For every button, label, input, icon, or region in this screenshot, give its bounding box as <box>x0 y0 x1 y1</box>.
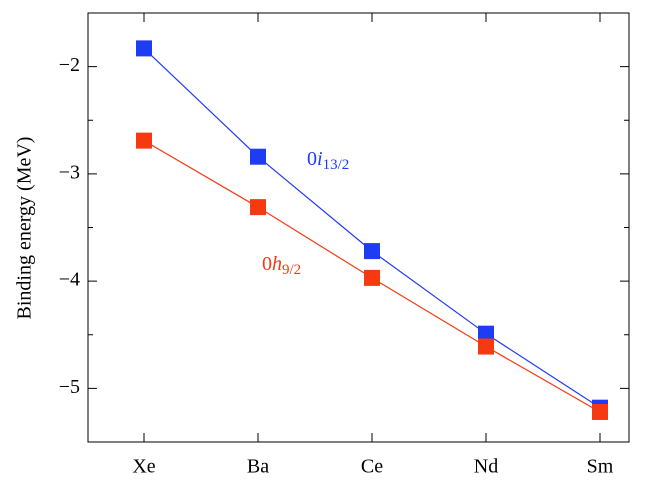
series-label: 0i13/2 <box>307 148 349 174</box>
marker <box>478 338 494 355</box>
series-line <box>143 47 601 409</box>
x-tick-label: Nd <box>474 456 498 478</box>
marker <box>364 243 380 260</box>
marker <box>478 325 494 342</box>
x-tick-label: Ba <box>247 456 269 478</box>
label-base: 0 <box>262 253 272 275</box>
x-tick-label: Sm <box>587 456 614 478</box>
plot-frame <box>87 12 630 443</box>
y-axis-label: Binding energy (MeV) <box>14 137 36 320</box>
y-tick-label: −5 <box>59 376 80 398</box>
label-sub: 9/2 <box>282 262 301 278</box>
y-tick-label: −3 <box>59 161 80 183</box>
marker <box>136 40 152 57</box>
series-label: 0h9/2 <box>262 253 301 279</box>
marker <box>136 132 152 149</box>
marker <box>364 269 380 286</box>
marker <box>592 403 608 420</box>
label-italic: h <box>272 253 282 275</box>
marker <box>250 199 266 216</box>
y-tick-label: −4 <box>59 269 80 291</box>
y-tick-label: −2 <box>59 54 80 76</box>
x-tick-label: Ce <box>361 456 383 478</box>
x-tick-label: Xe <box>132 456 155 478</box>
label-sub: 13/2 <box>323 157 350 173</box>
marker <box>250 148 266 165</box>
label-base: 0 <box>307 148 317 170</box>
label-italic: i <box>317 148 323 170</box>
